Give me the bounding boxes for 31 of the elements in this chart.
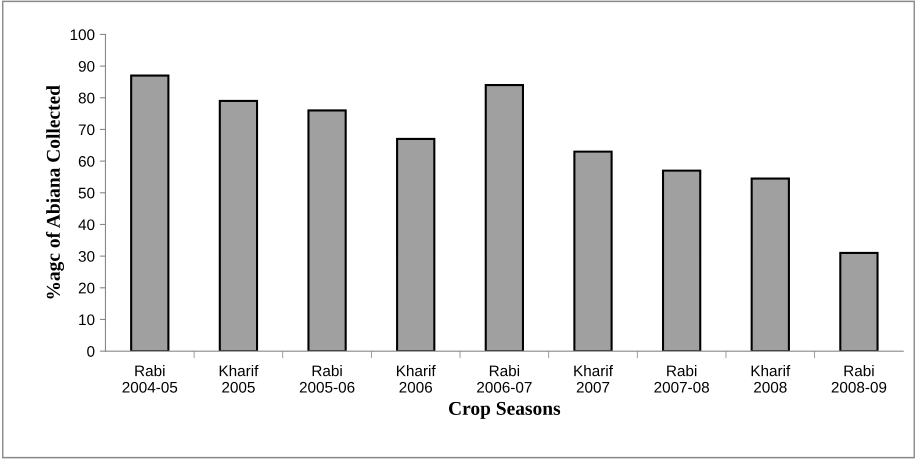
y-tick-label: 30 xyxy=(78,250,94,262)
y-tick-label: 70 xyxy=(78,124,94,136)
x-tick-label: Kharif 2008 xyxy=(752,365,790,393)
bar xyxy=(484,84,524,352)
bar xyxy=(130,74,170,352)
x-axis-title: Crop Seasons xyxy=(449,402,560,419)
x-tick-label: Rabi 2006-07 xyxy=(477,365,532,393)
bar xyxy=(839,252,879,352)
y-tick-label: 60 xyxy=(78,156,94,167)
y-tick-label: 40 xyxy=(78,219,94,230)
x-tick-label: Kharif 2006 xyxy=(397,365,436,393)
x-tick-label: Rabi 2004-05 xyxy=(122,365,178,393)
x-tick-label: Kharif 2005 xyxy=(220,365,258,393)
x-tick-label: Rabi 2007-08 xyxy=(654,365,710,393)
y-tick-label: 20 xyxy=(78,282,94,294)
y-tick-label: 10 xyxy=(79,314,94,326)
x-tick-label: Rabi 2005-06 xyxy=(300,365,354,393)
y-tick-label: 90 xyxy=(78,60,94,72)
bar xyxy=(750,177,790,352)
y-tick-label: 50 xyxy=(78,188,94,198)
x-tick-label: Kharif 2007 xyxy=(574,365,613,393)
bar xyxy=(307,109,347,352)
y-tick-label: 0 xyxy=(87,346,94,357)
bar xyxy=(396,138,436,352)
bar xyxy=(662,170,702,352)
y-axis-title: %agc of Abiana Collected xyxy=(46,85,64,299)
bar xyxy=(573,150,613,352)
bar xyxy=(218,100,258,352)
x-tick-label: Rabi 2008-09 xyxy=(832,365,886,393)
y-tick-label: 80 xyxy=(78,92,94,104)
y-tick-label: 100 xyxy=(70,29,94,40)
